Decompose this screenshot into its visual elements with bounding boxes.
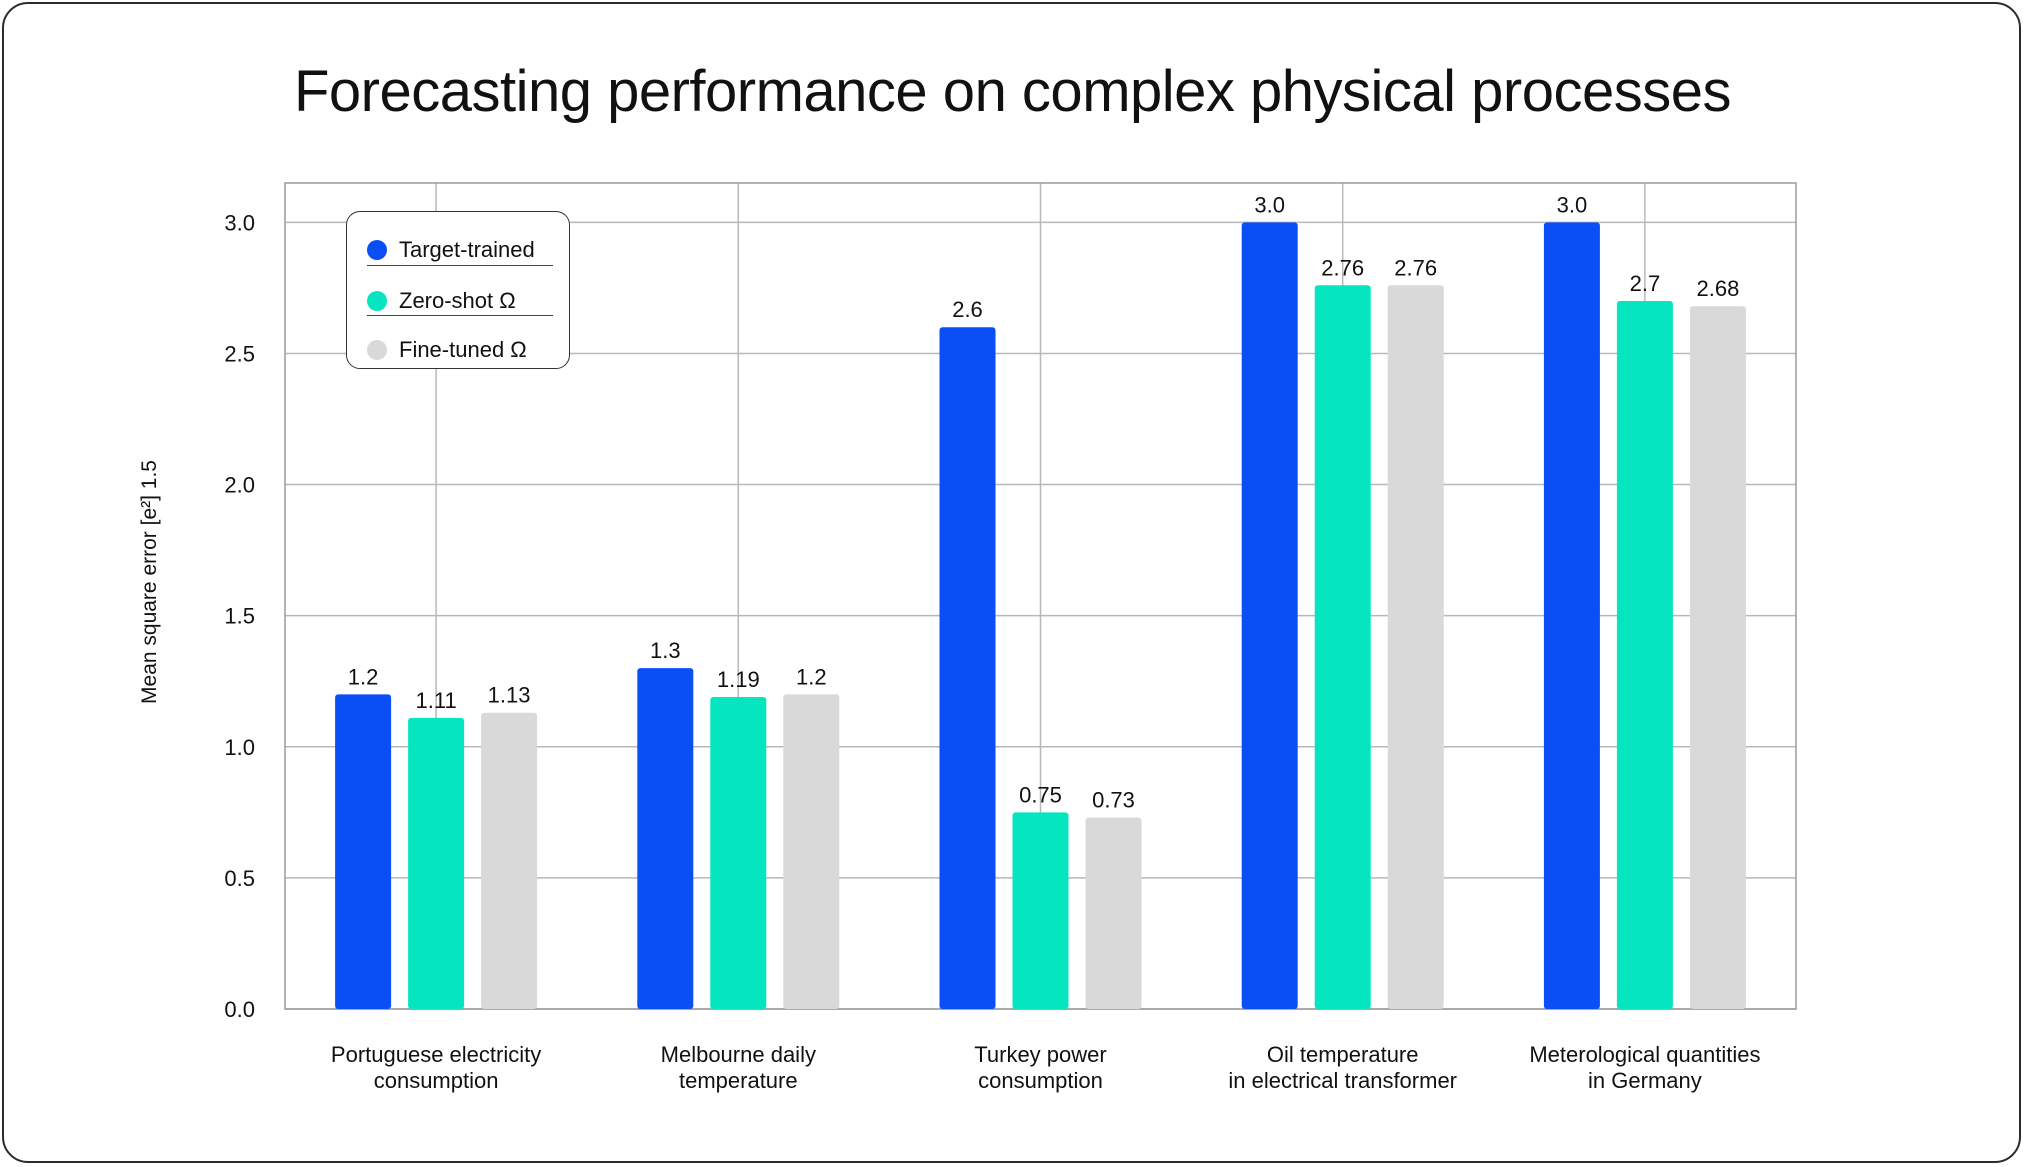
x-category-label: in Germany: [1588, 1068, 1702, 1093]
bar-value-label: 1.2: [796, 664, 827, 689]
bar-value-label: 0.73: [1092, 788, 1135, 813]
legend-item-fine-tuned: Fine-tuned Ω: [367, 327, 553, 373]
bar: [481, 712, 538, 1009]
x-category-label: Oil temperature: [1267, 1042, 1419, 1067]
bar-value-label: 1.13: [488, 683, 531, 708]
y-tick-label: 0.0: [224, 997, 255, 1022]
x-category-label: consumption: [978, 1068, 1103, 1093]
bar-value-label: 1.3: [650, 638, 681, 663]
bar-value-label: 0.75: [1019, 782, 1062, 807]
bar-value-label: 1.11: [416, 688, 457, 713]
bar-value-label: 2.76: [1394, 255, 1437, 280]
legend-label-target-trained: Target-trained: [399, 237, 535, 262]
bar: [1689, 306, 1746, 1009]
y-tick-label: 1.0: [224, 735, 255, 760]
y-tick-label: 2.5: [224, 341, 255, 366]
x-category-label: Melbourne daily: [661, 1042, 816, 1067]
bar-value-label: 2.68: [1696, 276, 1739, 301]
y-axis-label: Mean square error [e²] 1.5: [138, 460, 161, 704]
bar: [1241, 222, 1298, 1010]
bar: [1387, 285, 1444, 1009]
bar: [408, 717, 465, 1009]
bar: [939, 327, 996, 1009]
bar-value-label: 3.0: [1557, 192, 1588, 217]
x-category-label: Turkey power: [974, 1042, 1106, 1067]
legend-swatch-zero-shot: [367, 291, 387, 311]
legend: Target-trained Zero-shot Ω Fine-tuned Ω: [346, 211, 570, 369]
bar: [335, 694, 392, 1009]
bar: [1085, 817, 1142, 1009]
y-tick-label: 3.0: [224, 210, 255, 235]
legend-item-zero-shot: Zero-shot Ω: [367, 278, 553, 324]
bar-value-label: 2.6: [952, 297, 983, 322]
bar: [1616, 301, 1673, 1009]
x-category-label: in electrical transformer: [1228, 1068, 1457, 1093]
legend-divider: [367, 315, 553, 316]
bar: [710, 696, 767, 1009]
y-tick-label: 1.5: [224, 604, 255, 629]
bar-value-label: 2.76: [1321, 255, 1364, 280]
legend-swatch-target-trained: [367, 240, 387, 260]
bar: [637, 668, 694, 1009]
y-tick-label: 2.0: [224, 473, 255, 498]
bar-value-label: 2.7: [1630, 271, 1661, 296]
legend-label-zero-shot: Zero-shot Ω: [399, 288, 516, 313]
y-tick-label: 0.5: [224, 866, 255, 891]
bar-value-label: 3.0: [1254, 192, 1285, 217]
bar: [783, 694, 840, 1009]
x-category-label: Meterological quantities: [1529, 1042, 1760, 1067]
legend-item-target-trained: Target-trained: [367, 227, 553, 273]
bar: [1543, 222, 1600, 1010]
bar: [1314, 285, 1371, 1009]
legend-swatch-fine-tuned: [367, 340, 387, 360]
bar-value-label: 1.19: [717, 667, 760, 692]
bar-value-label: 1.2: [348, 664, 379, 689]
x-category-label: temperature: [679, 1068, 798, 1093]
x-category-label: Portuguese electricity: [331, 1042, 541, 1067]
legend-divider: [367, 265, 553, 266]
legend-label-fine-tuned: Fine-tuned Ω: [399, 337, 527, 362]
bar: [1012, 812, 1069, 1009]
x-category-label: consumption: [374, 1068, 499, 1093]
chart-title: Forecasting performance on complex physi…: [293, 59, 1732, 124]
